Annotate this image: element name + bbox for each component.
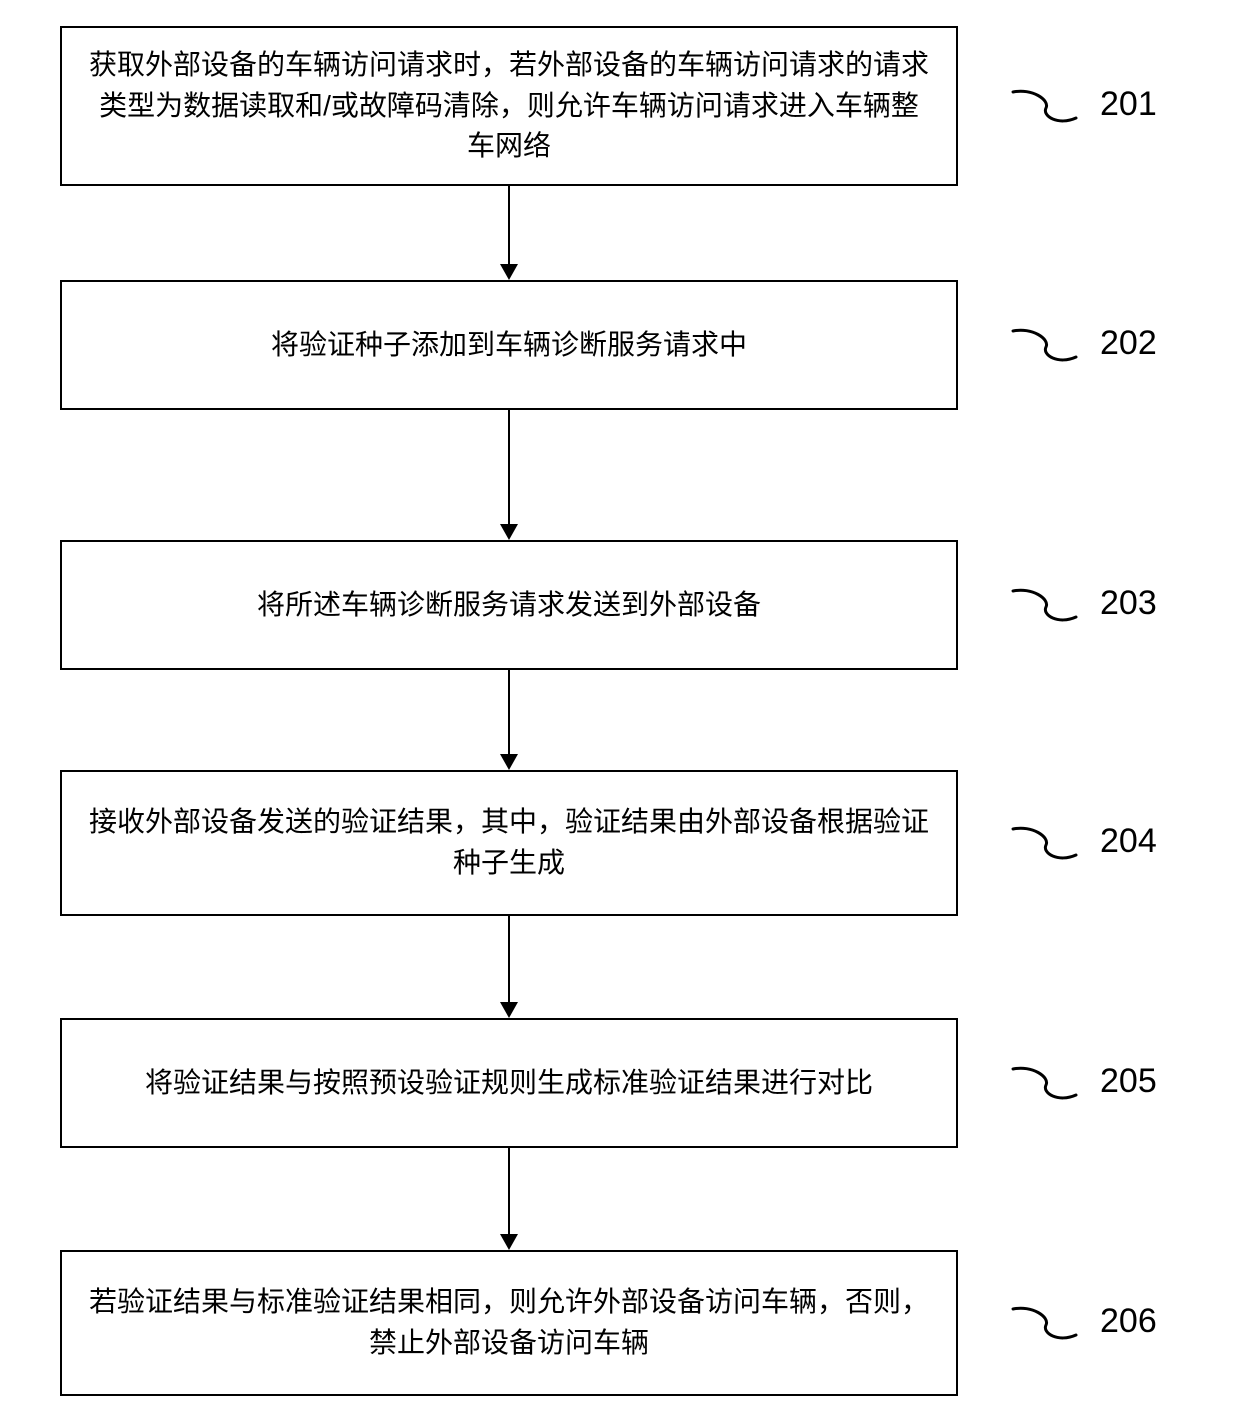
step-label-text: 204 [1100,822,1157,861]
flowchart-node-n3: 将所述车辆诊断服务请求发送到外部设备 [60,540,958,670]
step-label-text: 202 [1100,324,1157,363]
arrow-line [508,410,510,524]
arrow-line [508,186,510,264]
step-label-text: 203 [1100,584,1157,623]
arrow-head-icon [500,524,518,540]
step-label-201: 201 [1100,85,1157,124]
arrow-head-icon [500,264,518,280]
label-connector-curve [1010,1303,1080,1343]
flowchart-canvas: 获取外部设备的车辆访问请求时，若外部设备的车辆访问请求的请求类型为数据读取和/或… [0,0,1240,1428]
step-label-text: 205 [1100,1062,1157,1101]
step-label-204: 204 [1100,822,1157,861]
label-connector-curve [1010,823,1080,863]
flowchart-node-n2: 将验证种子添加到车辆诊断服务请求中 [60,280,958,410]
step-label-203: 203 [1100,584,1157,623]
arrow-head-icon [500,1234,518,1250]
label-connector-curve [1010,325,1080,365]
arrow-head-icon [500,1002,518,1018]
flowchart-node-text: 将验证结果与按照预设验证规则生成标准验证结果进行对比 [145,1063,873,1104]
arrow-line [508,670,510,754]
label-connector-curve [1010,585,1080,625]
flowchart-node-text: 将验证种子添加到车辆诊断服务请求中 [271,325,747,366]
step-label-206: 206 [1100,1302,1157,1341]
flowchart-node-text: 将所述车辆诊断服务请求发送到外部设备 [257,585,761,626]
flowchart-node-n6: 若验证结果与标准验证结果相同，则允许外部设备访问车辆，否则，禁止外部设备访问车辆 [60,1250,958,1396]
step-label-202: 202 [1100,324,1157,363]
label-connector-curve [1010,86,1080,126]
flowchart-node-text: 接收外部设备发送的验证结果，其中，验证结果由外部设备根据验证种子生成 [86,802,932,883]
flowchart-node-n5: 将验证结果与按照预设验证规则生成标准验证结果进行对比 [60,1018,958,1148]
step-label-text: 206 [1100,1302,1157,1341]
arrow-line [508,1148,510,1234]
flowchart-node-text: 获取外部设备的车辆访问请求时，若外部设备的车辆访问请求的请求类型为数据读取和/或… [86,45,932,167]
arrow-head-icon [500,754,518,770]
arrow-line [508,916,510,1002]
step-label-205: 205 [1100,1062,1157,1101]
label-connector-curve [1010,1063,1080,1103]
flowchart-node-n1: 获取外部设备的车辆访问请求时，若外部设备的车辆访问请求的请求类型为数据读取和/或… [60,26,958,186]
flowchart-node-text: 若验证结果与标准验证结果相同，则允许外部设备访问车辆，否则，禁止外部设备访问车辆 [86,1282,932,1363]
flowchart-node-n4: 接收外部设备发送的验证结果，其中，验证结果由外部设备根据验证种子生成 [60,770,958,916]
step-label-text: 201 [1100,85,1157,124]
